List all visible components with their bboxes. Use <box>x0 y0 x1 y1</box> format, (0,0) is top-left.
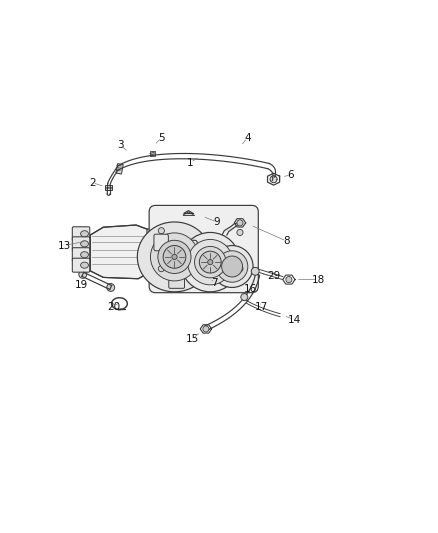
Circle shape <box>237 265 243 272</box>
Text: 8: 8 <box>283 236 290 246</box>
Text: 9: 9 <box>213 217 220 227</box>
Circle shape <box>172 254 177 260</box>
Circle shape <box>222 256 243 277</box>
Circle shape <box>241 294 248 301</box>
Circle shape <box>158 240 191 273</box>
FancyBboxPatch shape <box>72 227 90 241</box>
Circle shape <box>150 233 198 281</box>
FancyBboxPatch shape <box>72 248 90 262</box>
Text: 19: 19 <box>75 280 88 290</box>
Ellipse shape <box>81 241 88 247</box>
Circle shape <box>151 239 155 242</box>
Text: 18: 18 <box>312 274 325 285</box>
Circle shape <box>251 268 259 275</box>
Circle shape <box>180 232 240 292</box>
Bar <box>105 185 113 190</box>
Ellipse shape <box>81 262 88 268</box>
Text: 15: 15 <box>186 334 199 344</box>
Ellipse shape <box>81 252 88 258</box>
Ellipse shape <box>81 231 88 237</box>
Circle shape <box>199 251 221 273</box>
FancyBboxPatch shape <box>72 237 90 251</box>
Circle shape <box>151 232 155 236</box>
Text: 20: 20 <box>107 302 120 312</box>
FancyBboxPatch shape <box>72 258 90 272</box>
Text: 2: 2 <box>89 177 95 188</box>
Circle shape <box>270 176 277 183</box>
FancyBboxPatch shape <box>149 205 258 293</box>
Polygon shape <box>90 225 152 279</box>
Text: 29: 29 <box>267 271 280 281</box>
Text: 6: 6 <box>288 170 294 180</box>
Circle shape <box>203 326 209 332</box>
Polygon shape <box>138 222 212 292</box>
Text: 17: 17 <box>255 302 268 312</box>
Circle shape <box>151 256 155 260</box>
Text: 3: 3 <box>117 140 124 150</box>
Circle shape <box>194 246 226 278</box>
Circle shape <box>151 265 155 268</box>
Text: 16: 16 <box>244 284 257 294</box>
Text: 4: 4 <box>244 133 251 143</box>
Circle shape <box>173 253 182 262</box>
Circle shape <box>208 260 213 265</box>
Circle shape <box>151 247 155 251</box>
Text: 1: 1 <box>187 158 194 167</box>
Circle shape <box>237 220 243 226</box>
Circle shape <box>237 229 243 236</box>
Text: 5: 5 <box>158 133 165 143</box>
Bar <box>116 164 123 174</box>
Bar <box>150 151 155 157</box>
Text: 7: 7 <box>211 278 218 288</box>
Circle shape <box>286 277 292 282</box>
Circle shape <box>163 246 186 268</box>
Circle shape <box>187 239 233 285</box>
Circle shape <box>79 270 87 278</box>
Circle shape <box>216 251 248 282</box>
FancyBboxPatch shape <box>158 240 197 274</box>
FancyBboxPatch shape <box>147 229 159 273</box>
Circle shape <box>107 284 115 292</box>
FancyBboxPatch shape <box>169 276 184 288</box>
Circle shape <box>211 246 253 287</box>
Text: 14: 14 <box>287 315 301 325</box>
Circle shape <box>158 265 164 272</box>
Circle shape <box>169 248 186 266</box>
Circle shape <box>158 228 164 234</box>
Text: 13: 13 <box>57 240 71 251</box>
FancyBboxPatch shape <box>154 234 168 251</box>
